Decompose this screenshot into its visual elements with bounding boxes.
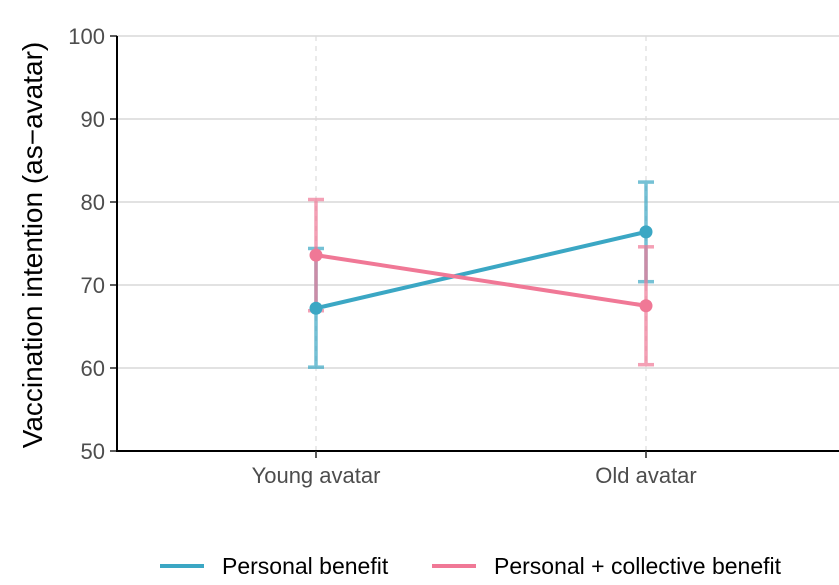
y-tick-label-60: 60 — [81, 356, 105, 381]
series-line-0 — [315, 229, 647, 311]
legend: Personal benefit Personal + collective be… — [160, 553, 782, 579]
grid-layer — [117, 35, 839, 451]
axis-layer: 50 60 70 80 90 100 Young avatar Old avatar — [68, 24, 839, 488]
y-tick-label-90: 90 — [81, 107, 105, 132]
y-tick-label-80: 80 — [81, 190, 105, 215]
legend-label-1: Personal + collective benefit — [494, 553, 782, 579]
x-tick-label-0: Young avatar — [252, 463, 381, 488]
point-1-1 — [639, 299, 653, 313]
y-axis-title: Vaccination intention (as−avatar) — [17, 42, 48, 449]
y-tick-label-70: 70 — [81, 273, 105, 298]
y-tick-label-100: 100 — [68, 24, 105, 49]
y-tick-label-50: 50 — [81, 439, 105, 464]
point-1-0 — [309, 248, 323, 262]
x-tick-label-1: Old avatar — [595, 463, 697, 488]
series-layer — [308, 180, 654, 369]
legend-label-0: Personal benefit — [222, 553, 389, 579]
point-0-0 — [309, 301, 323, 315]
series-line-1 — [315, 253, 647, 308]
point-0-1 — [639, 225, 653, 239]
